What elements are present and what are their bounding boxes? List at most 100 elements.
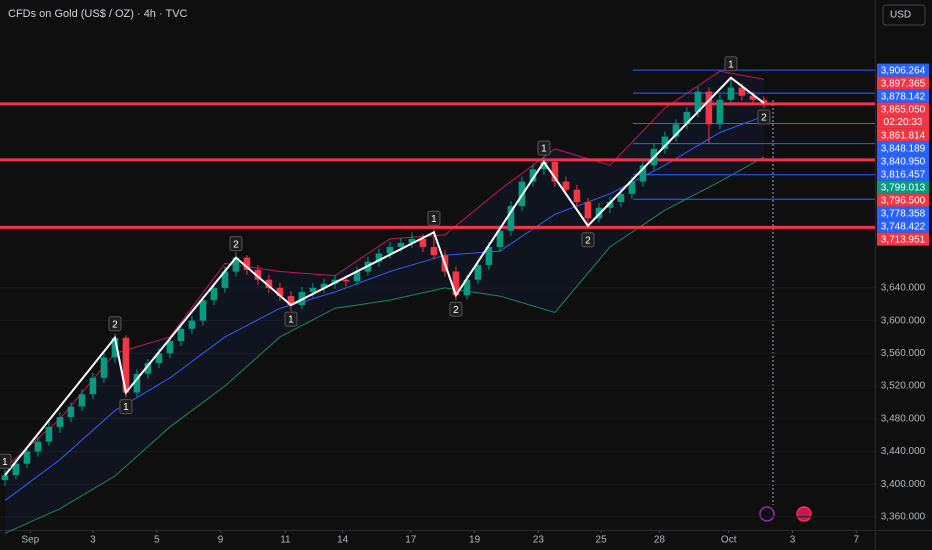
candle-body xyxy=(34,441,42,452)
candle-body xyxy=(408,238,416,243)
pivot-box xyxy=(581,232,595,248)
candle-body xyxy=(397,242,405,248)
candle-body xyxy=(243,257,251,270)
candle-body xyxy=(584,202,592,219)
band-upper xyxy=(4,70,764,469)
candle-body xyxy=(606,202,614,208)
candle-body xyxy=(56,417,64,427)
zigzag xyxy=(4,76,765,476)
event-icon[interactable] xyxy=(759,506,775,522)
pivot-box xyxy=(724,56,738,72)
candle-body xyxy=(683,112,691,125)
price-label: 3,799.013 xyxy=(881,182,926,193)
pivot-label: 1 xyxy=(123,402,129,413)
candle-body xyxy=(628,181,636,194)
candle-body xyxy=(276,287,284,297)
price-label: 3,848.189 xyxy=(881,143,926,154)
price-label: 3,796.500 xyxy=(881,195,926,206)
y-tick-label: 3,360.000 xyxy=(881,512,926,523)
candle-body xyxy=(144,363,152,374)
price-label: 3,897.365 xyxy=(881,78,926,89)
candle-body xyxy=(89,377,97,395)
candle-body xyxy=(672,124,680,137)
candle-body xyxy=(320,283,328,288)
pivot-box xyxy=(537,140,551,156)
candle-body xyxy=(727,87,735,100)
y-tick-label: 3,560.000 xyxy=(881,348,926,359)
x-tick-label: 17 xyxy=(405,535,417,546)
candle-body xyxy=(45,426,53,442)
price-label-box xyxy=(877,141,929,155)
candle-body xyxy=(342,279,350,282)
pivot-label: 1 xyxy=(431,214,437,225)
candle-body xyxy=(507,206,515,231)
candle-body xyxy=(12,463,20,476)
pivot-label: 1 xyxy=(541,144,547,155)
candle-body xyxy=(705,91,713,125)
price-label: 3,865.050 xyxy=(881,104,926,115)
candle-body xyxy=(738,87,746,96)
y-tick-label: 3,520.000 xyxy=(881,381,926,392)
y-tick-label: 3,600.000 xyxy=(881,315,926,326)
x-tick-label: 23 xyxy=(533,535,545,546)
candle-body xyxy=(199,300,207,321)
price-label: 3,778.358 xyxy=(881,208,926,219)
candle-body xyxy=(353,271,361,282)
currency[interactable]: USD xyxy=(890,10,911,21)
candle-body xyxy=(133,373,141,393)
candle-body xyxy=(188,320,196,329)
candle-body xyxy=(474,265,482,280)
candle-body xyxy=(254,269,262,280)
candle-body xyxy=(386,247,394,254)
candle-body xyxy=(573,189,581,203)
currency-button[interactable] xyxy=(882,4,926,26)
candle-body xyxy=(210,287,218,301)
x-tick-label: 9 xyxy=(218,535,224,546)
candle-body xyxy=(122,337,130,393)
x-tick-label: 14 xyxy=(337,535,349,546)
candle-body xyxy=(496,230,504,248)
candle-body xyxy=(78,394,86,407)
pivot-label: 2 xyxy=(233,239,239,250)
candle-body xyxy=(485,247,493,265)
x-tick-label: 28 xyxy=(654,535,666,546)
candle-body xyxy=(1,475,9,481)
price-label-box xyxy=(877,63,929,77)
candle-body xyxy=(639,165,647,182)
candle-body xyxy=(540,161,548,170)
x-tick-label: 3 xyxy=(90,535,96,546)
candle-body xyxy=(716,99,724,125)
candle-body xyxy=(661,136,669,149)
pivot-box xyxy=(0,453,12,469)
x-tick-label: Oct xyxy=(721,535,737,546)
candle-body xyxy=(749,95,757,100)
pivot-box xyxy=(449,301,463,317)
x-tick-label: Sep xyxy=(21,535,39,546)
price-label-box xyxy=(877,76,929,90)
price-label-box xyxy=(877,128,929,142)
candle-body xyxy=(23,451,31,464)
x-tick-label: 25 xyxy=(596,535,608,546)
price-label: 3,861.814 xyxy=(881,130,926,141)
x-tick-label: 3 xyxy=(790,535,796,546)
candle-body xyxy=(430,247,438,256)
candle-body xyxy=(419,238,427,248)
candle-body xyxy=(562,181,570,190)
price-label-box xyxy=(877,219,929,233)
band-fill xyxy=(4,71,764,534)
band-lower xyxy=(4,156,765,534)
candle-body xyxy=(694,91,702,113)
pivot-label: 1 xyxy=(288,315,294,326)
price-label: 3,713.951 xyxy=(881,234,926,245)
price-label: 3,748.422 xyxy=(881,221,926,232)
candle-body xyxy=(375,253,383,262)
candle-body xyxy=(529,169,537,182)
y-tick-label: 3,400.000 xyxy=(881,479,926,490)
y-tick-label: 3,440.000 xyxy=(881,446,926,457)
candle-body xyxy=(67,406,75,418)
candle-body xyxy=(177,328,185,342)
price-label: 3,906.264 xyxy=(881,65,926,76)
flag-icon[interactable] xyxy=(796,506,812,522)
candle-body xyxy=(287,296,295,306)
